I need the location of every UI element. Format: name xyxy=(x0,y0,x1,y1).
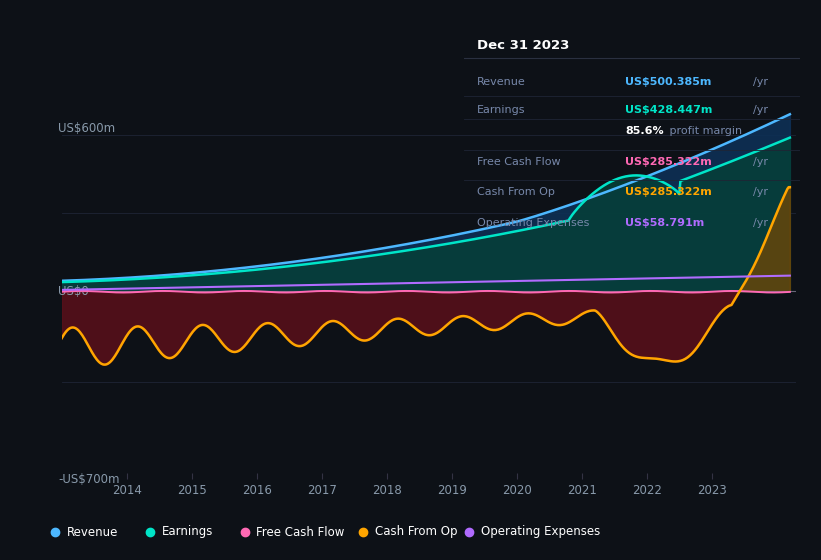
Text: Free Cash Flow: Free Cash Flow xyxy=(256,525,345,539)
Text: Earnings: Earnings xyxy=(162,525,213,539)
Text: US$500.385m: US$500.385m xyxy=(626,77,712,87)
Text: Operating Expenses: Operating Expenses xyxy=(477,218,589,228)
Text: /yr: /yr xyxy=(754,157,768,167)
Text: US$285.322m: US$285.322m xyxy=(626,157,712,167)
Text: profit margin: profit margin xyxy=(666,126,742,136)
Text: Revenue: Revenue xyxy=(477,77,526,87)
Text: /yr: /yr xyxy=(754,218,768,228)
Text: Free Cash Flow: Free Cash Flow xyxy=(477,157,561,167)
Text: /yr: /yr xyxy=(754,187,768,197)
Text: US$600m: US$600m xyxy=(58,122,115,135)
Text: -US$700m: -US$700m xyxy=(58,473,119,486)
Text: 85.6%: 85.6% xyxy=(626,126,664,136)
Text: US$0: US$0 xyxy=(58,284,89,298)
Text: Dec 31 2023: Dec 31 2023 xyxy=(477,39,570,52)
Text: /yr: /yr xyxy=(754,77,768,87)
Text: /yr: /yr xyxy=(754,105,768,115)
Text: US$58.791m: US$58.791m xyxy=(626,218,704,228)
Text: Cash From Op: Cash From Op xyxy=(374,525,457,539)
Text: Earnings: Earnings xyxy=(477,105,525,115)
Text: Revenue: Revenue xyxy=(67,525,118,539)
Text: US$285.322m: US$285.322m xyxy=(626,187,712,197)
Text: Cash From Op: Cash From Op xyxy=(477,187,555,197)
Text: US$428.447m: US$428.447m xyxy=(626,105,713,115)
Text: Operating Expenses: Operating Expenses xyxy=(481,525,600,539)
